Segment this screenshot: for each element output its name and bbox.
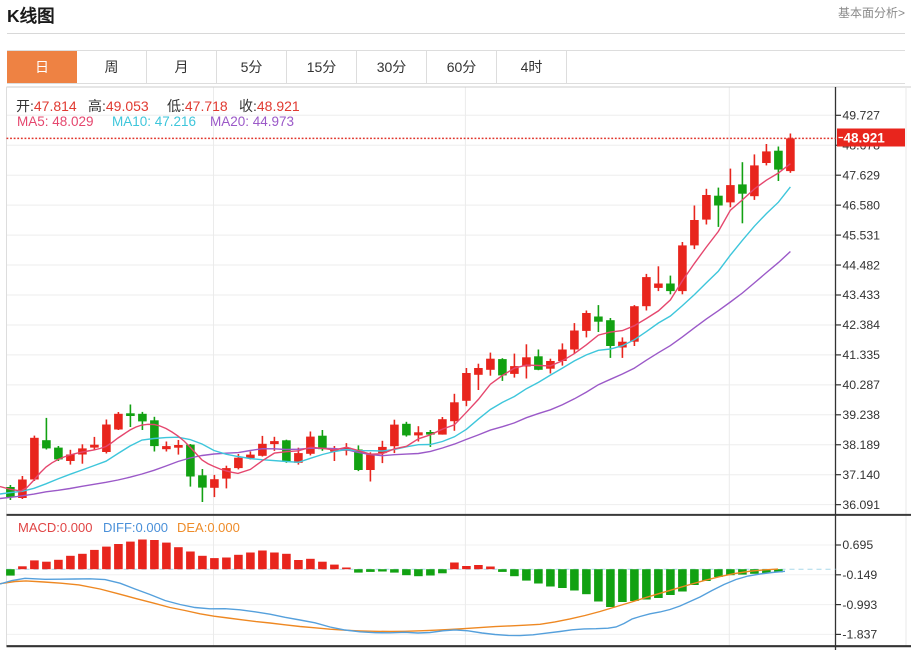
svg-text:39.238: 39.238 — [842, 408, 880, 422]
svg-text:47.629: 47.629 — [842, 168, 880, 182]
svg-text:-0.993: -0.993 — [842, 598, 877, 612]
svg-text:37.140: 37.140 — [842, 468, 880, 482]
svg-text:46.580: 46.580 — [842, 198, 880, 212]
svg-text:49.727: 49.727 — [842, 109, 880, 123]
svg-text:41.335: 41.335 — [842, 348, 880, 362]
svg-text:-0.149: -0.149 — [842, 568, 877, 582]
svg-text:0.695: 0.695 — [842, 538, 873, 552]
svg-text:38.189: 38.189 — [842, 438, 880, 452]
svg-text:40.287: 40.287 — [842, 378, 880, 392]
svg-text:45.531: 45.531 — [842, 228, 880, 242]
svg-text:-1.837: -1.837 — [842, 628, 877, 642]
svg-text:48.921: 48.921 — [844, 130, 886, 145]
svg-text:36.091: 36.091 — [842, 498, 880, 512]
svg-text:44.482: 44.482 — [842, 258, 880, 272]
svg-text:42.384: 42.384 — [842, 318, 880, 332]
svg-text:43.433: 43.433 — [842, 288, 880, 302]
